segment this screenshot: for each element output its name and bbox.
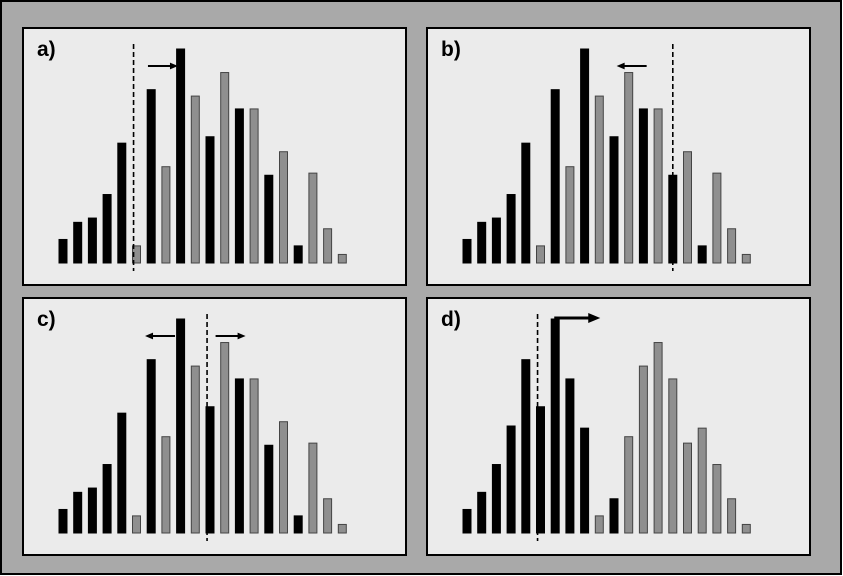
panel-a: a)	[22, 27, 407, 286]
histogram-bar	[565, 378, 575, 534]
histogram-bar	[132, 515, 141, 534]
histogram-bar	[146, 89, 156, 264]
panel-label: b)	[441, 38, 461, 61]
arrow-head-icon	[169, 62, 178, 70]
histogram-bar	[477, 491, 487, 534]
histogram-bar	[337, 253, 347, 264]
histogram-bar	[205, 136, 215, 264]
histogram-bar	[624, 72, 634, 264]
histogram-bar	[580, 427, 590, 534]
histogram-bar	[220, 72, 230, 264]
histogram-bar	[337, 523, 347, 534]
panel-c: c)	[22, 297, 407, 556]
histogram-bar	[491, 217, 501, 264]
histogram-bar	[462, 238, 472, 264]
histogram-bar	[264, 174, 274, 264]
histogram-bar	[308, 172, 318, 264]
histogram-bar	[234, 378, 244, 534]
histogram-bar	[697, 427, 707, 534]
panel-label: c)	[37, 308, 56, 331]
histogram-bar	[205, 406, 215, 534]
panel-label: a)	[37, 38, 56, 61]
histogram-bar	[249, 108, 259, 264]
histogram-bar	[58, 508, 68, 534]
histogram-bar	[594, 515, 604, 534]
histogram-bar	[117, 142, 127, 264]
histogram-bar	[220, 342, 230, 534]
histogram-bar	[668, 378, 678, 534]
histogram-bar	[132, 245, 141, 264]
histogram-bar	[190, 95, 200, 264]
histogram-bar	[117, 412, 127, 534]
histogram-bar	[87, 217, 97, 264]
histogram-bar	[506, 194, 516, 264]
histogram-bar	[234, 108, 244, 264]
histogram-bar	[727, 228, 737, 264]
histogram-bar	[727, 498, 737, 534]
histogram-bar	[323, 228, 333, 264]
histogram-bar	[462, 508, 472, 534]
arrow-head-icon	[616, 62, 625, 70]
histogram-bar	[638, 365, 648, 534]
histogram-bar	[653, 342, 663, 534]
histogram-bar	[308, 442, 318, 534]
histogram-bar	[293, 515, 303, 534]
histogram-bar	[161, 166, 171, 264]
histogram-bar	[609, 498, 619, 534]
histogram-bar	[87, 487, 97, 534]
histogram-bar	[550, 318, 560, 534]
histogram-bar	[536, 245, 545, 264]
arrow-head-icon	[588, 313, 601, 323]
histogram-bar	[550, 89, 560, 264]
histogram-bar	[638, 108, 648, 264]
histogram-bar	[477, 221, 487, 264]
panel-d: d)	[426, 297, 811, 556]
histogram-bar	[594, 95, 604, 264]
arrow-head-icon	[237, 332, 246, 340]
histogram-bar	[293, 245, 303, 264]
histogram-bar	[102, 464, 112, 534]
histogram-bar	[609, 136, 619, 264]
histogram-bar	[506, 425, 516, 534]
histogram-bar	[146, 359, 156, 534]
histogram-bar	[190, 365, 200, 534]
histogram-bar	[323, 498, 333, 534]
histogram-bar	[279, 151, 288, 264]
histogram-bar	[580, 48, 590, 264]
histogram-bar	[712, 464, 722, 534]
panel-label: d)	[441, 308, 461, 331]
histogram-bar	[697, 245, 707, 264]
histogram-bar	[741, 523, 751, 534]
histogram-bar	[161, 436, 171, 534]
histogram-bar	[249, 378, 259, 534]
histogram-bar	[624, 436, 634, 534]
histogram-bar	[73, 491, 83, 534]
histogram-bar	[653, 108, 663, 264]
histogram-bar	[264, 444, 274, 534]
histogram-bar	[176, 318, 186, 534]
histogram-bar	[491, 464, 501, 534]
arrow-head-icon	[145, 332, 154, 340]
histogram-bar	[565, 166, 575, 264]
histogram-bar	[58, 238, 68, 264]
histogram-bar	[712, 172, 722, 264]
histogram-bar	[683, 442, 692, 534]
histogram-bar	[102, 194, 112, 264]
histogram-bar	[536, 406, 545, 534]
histogram-bar	[176, 48, 186, 264]
panel-b: b)	[426, 27, 811, 286]
histogram-bar	[683, 151, 692, 264]
histogram-bar	[279, 421, 288, 534]
histogram-bar	[73, 221, 83, 264]
histogram-bar	[521, 359, 531, 534]
histogram-bar	[521, 142, 531, 264]
histogram-bar	[741, 253, 751, 264]
